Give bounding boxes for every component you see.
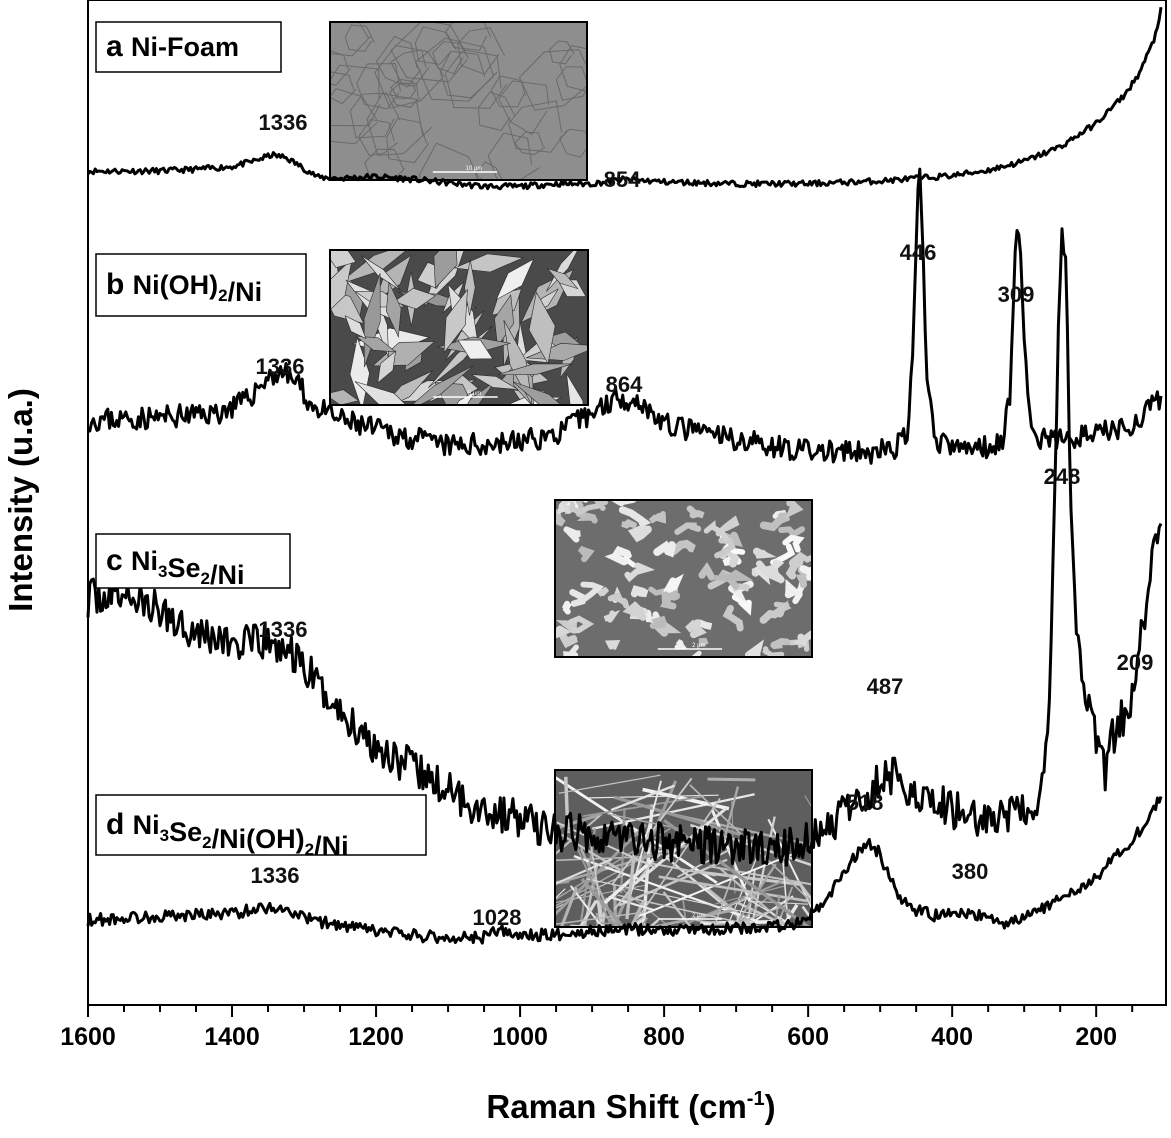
- series-label-d: d Ni3Se2/Ni(OH)2/Ni: [106, 808, 349, 861]
- peak-label-a-1336: 1336: [259, 110, 308, 135]
- peak-label-d-380: 380: [952, 859, 989, 884]
- scale-bar-label: 10 μm: [466, 166, 483, 172]
- x-tick-label-200: 200: [1075, 1023, 1117, 1051]
- peak-label-c-487: 487: [867, 674, 904, 699]
- peak-labels: 1336 854 1336 864 446 309 1336 487 248 209 1336 102…: [251, 110, 1154, 930]
- series-line-a: [86, 6, 1163, 191]
- peak-label-b-309: 309: [998, 282, 1035, 307]
- peak-label-d-1028: 1028: [473, 905, 522, 930]
- sem-inset-a: 10 μm: [330, 22, 587, 180]
- series-label-box-b: [95, 253, 307, 317]
- series-label-c: c Ni3Se2/Ni: [106, 544, 245, 590]
- peak-label-d-1336: 1336: [251, 863, 300, 888]
- x-axis-title: Raman Shift (cm-1): [486, 1088, 775, 1125]
- series-line-c: [86, 227, 1163, 867]
- series-label-a: a Ni-Foam: [106, 30, 239, 63]
- scale-bar-label: 5 μm: [468, 391, 481, 397]
- x-tick-label-1000: 1000: [492, 1023, 548, 1051]
- sem-inset-b: 5 μm: [330, 250, 588, 405]
- x-tick-label-1600: 1600: [60, 1023, 116, 1051]
- peak-label-c-248: 248: [1044, 464, 1081, 489]
- peak-label-b-864: 864: [606, 372, 643, 397]
- peak-label-b-1336: 1336: [256, 354, 305, 379]
- series-label-box-a: [95, 21, 282, 73]
- x-tick-label-1400: 1400: [204, 1023, 260, 1051]
- peak-label-c-209: 209: [1117, 650, 1154, 675]
- series-labels: a Ni-Foam b Ni(OH)2/Ni c Ni3Se2/Ni d Ni3Se2…: [95, 21, 427, 861]
- y-axis-title: Intensity (u.a.): [2, 388, 39, 612]
- peak-label-b-446: 446: [900, 240, 937, 265]
- series-label-box-c: [95, 533, 291, 589]
- x-axis: 1600 1400 1200 1000 800 600 400 200: [60, 1005, 1134, 1051]
- sem-inset-c: 2 μm: [555, 500, 812, 657]
- peak-label-d-518: 518: [847, 790, 884, 815]
- peak-label-a-854: 854: [604, 167, 641, 192]
- series-lines: [86, 6, 1163, 945]
- series-label-b: b Ni(OH)2/Ni: [106, 268, 262, 307]
- scale-bar-label: 2 μm: [692, 913, 705, 919]
- series-line-b: [87, 167, 1163, 465]
- scale-bar-label: 2 μm: [692, 643, 705, 649]
- x-tick-label-600: 600: [787, 1023, 829, 1051]
- x-tick-label-400: 400: [931, 1023, 973, 1051]
- series-line-d: [86, 796, 1163, 945]
- series-label-box-d: [95, 794, 427, 856]
- peak-label-c-1336: 1336: [259, 617, 308, 642]
- x-tick-label-800: 800: [643, 1023, 685, 1051]
- x-tick-label-1200: 1200: [348, 1023, 404, 1051]
